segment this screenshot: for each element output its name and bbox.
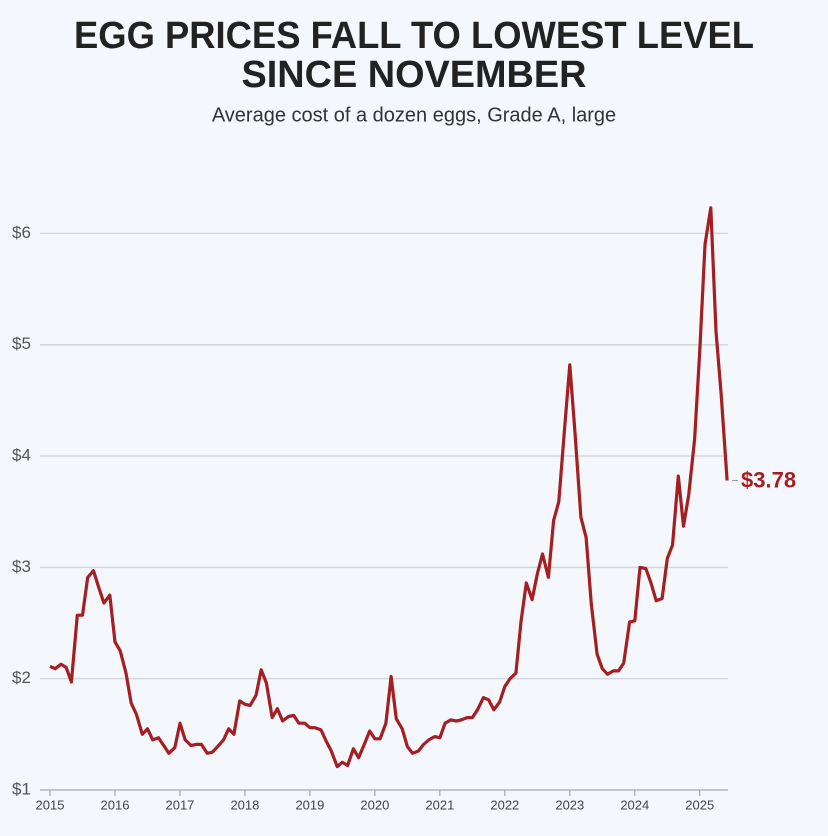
- x-tick-label: 2016: [101, 797, 130, 812]
- x-tick-label: 2019: [295, 797, 324, 812]
- y-tick-label: $3: [12, 557, 31, 576]
- x-tick-label: 2025: [685, 797, 714, 812]
- x-tick-label: 2017: [165, 797, 194, 812]
- chart-subtitle: Average cost of a dozen eggs, Grade A, l…: [212, 104, 616, 126]
- x-tick-label: 2021: [425, 797, 454, 812]
- y-tick-label: $6: [12, 223, 31, 242]
- x-tick-label: 2018: [230, 797, 259, 812]
- y-tick-label: $2: [12, 668, 31, 687]
- y-tick-label: $1: [12, 779, 31, 798]
- x-tick-label: 2015: [36, 797, 65, 812]
- x-tick-label: 2022: [490, 797, 519, 812]
- end-label: $3.78: [741, 467, 796, 492]
- price-line: [49, 206, 729, 769]
- x-tick-label: 2020: [360, 797, 389, 812]
- chart-title: SINCE NOVEMBER: [242, 54, 587, 96]
- y-tick-label: $4: [12, 446, 31, 465]
- x-tick-label: 2024: [620, 797, 649, 812]
- chart-title: EGG PRICES FALL TO LOWEST LEVEL: [74, 15, 754, 57]
- y-tick-label: $5: [12, 334, 31, 353]
- x-tick-label: 2023: [555, 797, 584, 812]
